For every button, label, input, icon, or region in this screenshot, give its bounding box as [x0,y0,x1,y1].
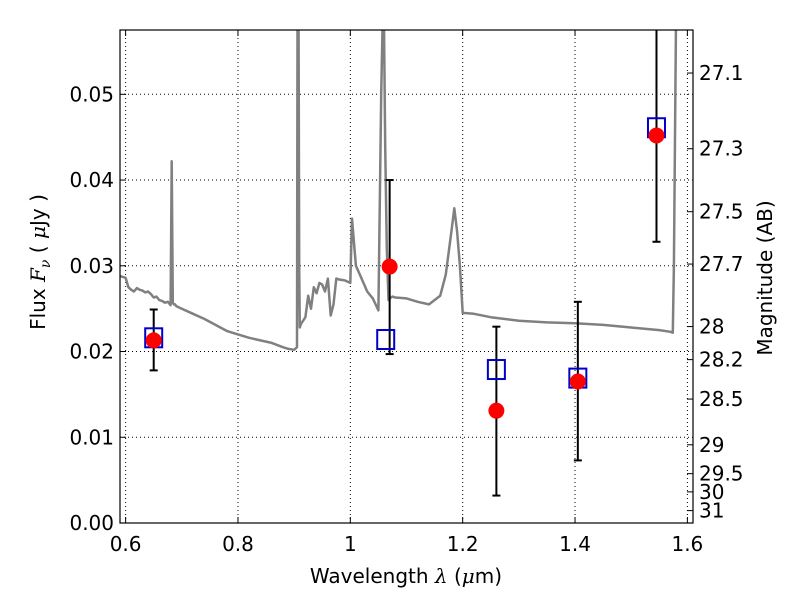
x-tick-label: 1.4 [559,532,591,556]
y2-tick-label: 27.7 [699,252,744,276]
observed-point [648,127,665,144]
y-tick-label: 0.01 [69,425,114,449]
y2-tick-label: 28.5 [699,387,744,411]
x-axis-unit-mu: μ [462,564,475,588]
x-tick-label: 1.2 [447,532,479,556]
y-axis-unit-mu: μ [26,226,50,239]
observed-point [488,402,505,419]
y2-axis-label: Magnitude (AB) [753,200,777,355]
y-axis-unit-close: Jy ) [26,194,50,228]
x-tick-label: 0.6 [110,532,142,556]
y2-tick-label: 27.5 [699,200,744,224]
y-tick-label: 0.04 [69,168,114,192]
y2-tick-label: 31 [699,499,724,523]
observed-point [145,332,162,349]
y-tick-label: 0.05 [69,82,114,106]
observed-point [381,258,398,275]
error-bars [149,30,661,497]
y2-tick-label: 29.5 [699,462,744,486]
plot-frame [119,29,694,524]
y-tick-label: 0.02 [69,340,114,364]
x-axis-ticks: 0.6 0.8 1 1.2 1.4 1.6 [110,30,703,556]
y-tick-label: 0.03 [69,254,114,278]
x-tick-label: 1 [344,532,357,556]
model-spectrum-line [120,30,678,352]
y-tick-label: 0.00 [69,511,114,535]
y-axis-unit-open: ( [26,239,50,260]
x-axis-label: Wavelength λ (μm) [310,564,502,588]
x-axis-unit-open: ( [448,564,462,588]
model-photometry-square [486,359,506,381]
y2-tick-label: 30 [699,480,724,504]
x-tick-label: 1.6 [671,532,703,556]
y2-tick-label: 28 [699,315,724,339]
y2-tick-label: 29 [699,433,724,457]
y2-tick-label: 27.3 [699,137,744,161]
model-photometry-square [376,329,396,351]
y-axis-ticks: 0.00 0.01 0.02 0.03 0.04 0.05 [69,82,126,535]
y2-tick-label: 27.1 [699,61,744,85]
y2-tick-label: 28.2 [699,348,744,372]
x-axis-label-text: Wavelength [310,564,429,588]
y-axis-F: F [26,267,50,283]
x-axis-unit-close: m) [475,564,502,588]
y-axis-label-text: Flux [26,288,50,330]
model-photometry-squares [144,117,666,389]
grid-lines [120,30,693,524]
x-tick-label: 0.8 [222,532,254,556]
observed-point [569,373,586,390]
observed-photometry-points [145,127,665,419]
y-axis-label: Flux Fν ( μJy ) [26,194,54,330]
x-axis-lambda: λ [434,564,448,588]
y-axis-nu: ν [38,259,54,268]
